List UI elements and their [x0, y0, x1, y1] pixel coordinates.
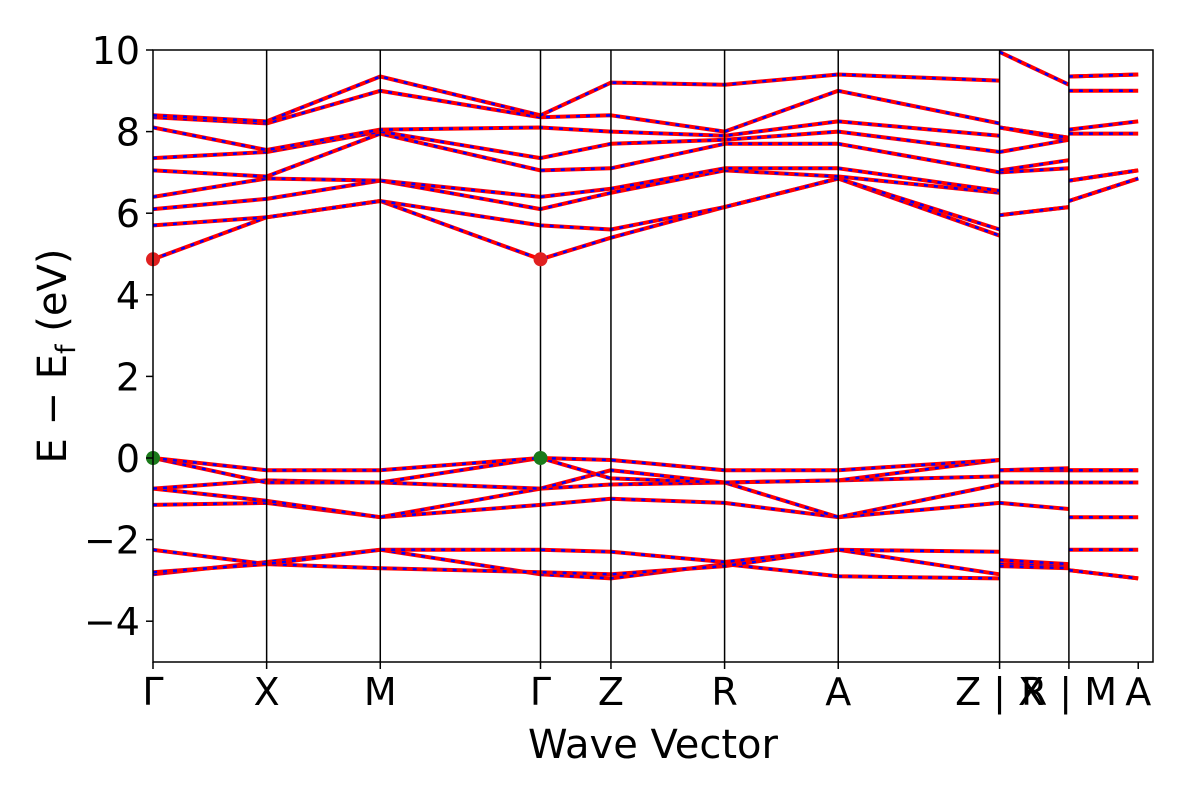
y-tick-label: −4	[84, 600, 140, 644]
x-tick-label: X	[254, 670, 280, 714]
y-tick-label: 6	[116, 192, 140, 236]
extrema-markers	[146, 252, 548, 465]
band-13-spin-up	[153, 131, 1139, 179]
band-13-spin-down	[153, 132, 1139, 178]
band-3-spin-down	[153, 548, 1139, 566]
cbm-marker	[533, 252, 548, 267]
band-2-spin-down	[153, 548, 1139, 580]
vbm-marker	[533, 451, 548, 465]
band-4-spin-up	[153, 496, 1139, 520]
x-axis-label: Wave Vector	[528, 722, 779, 768]
y-axis-label-main: E − E	[30, 354, 76, 464]
y-tick-label: −2	[84, 519, 140, 563]
band-17-spin-down	[153, 50, 1139, 123]
y-tick-label: 8	[116, 111, 140, 155]
x-tick-label: R | M	[1021, 670, 1117, 715]
band-8-spin-down	[153, 456, 1139, 472]
band-17-spin-up	[153, 50, 1139, 124]
band-14-spin-up	[153, 119, 1139, 161]
bands-layer	[153, 50, 1139, 581]
x-tick-label: M	[364, 670, 397, 714]
x-tick-label: A	[825, 670, 851, 714]
band-10-spin-down	[153, 177, 1139, 231]
y-ticks: −4 −2 0 2 4 6 8 10	[84, 29, 153, 644]
kpoint-lines	[265, 50, 1070, 662]
x-tick-label: R	[711, 670, 737, 714]
y-axis-label-unit: (eV)	[30, 249, 76, 345]
y-tick-label: 10	[92, 29, 140, 73]
x-tick-label: Γ	[142, 670, 163, 714]
band-12-spin-down	[153, 158, 1139, 199]
y-tick-label: 0	[116, 437, 140, 481]
y-tick-label: 2	[116, 355, 140, 399]
x-tick-label: Γ	[530, 670, 551, 714]
y-tick-label: 4	[116, 274, 140, 318]
x-tick-label: Z	[598, 670, 624, 714]
x-tick-label: Z | X	[955, 670, 1044, 715]
y-axis-label-subscript: f	[51, 343, 82, 354]
y-axis-label: E − Ef (eV)	[30, 249, 82, 464]
x-tick-label: A	[1125, 670, 1151, 714]
plot-frame	[152, 49, 1154, 663]
